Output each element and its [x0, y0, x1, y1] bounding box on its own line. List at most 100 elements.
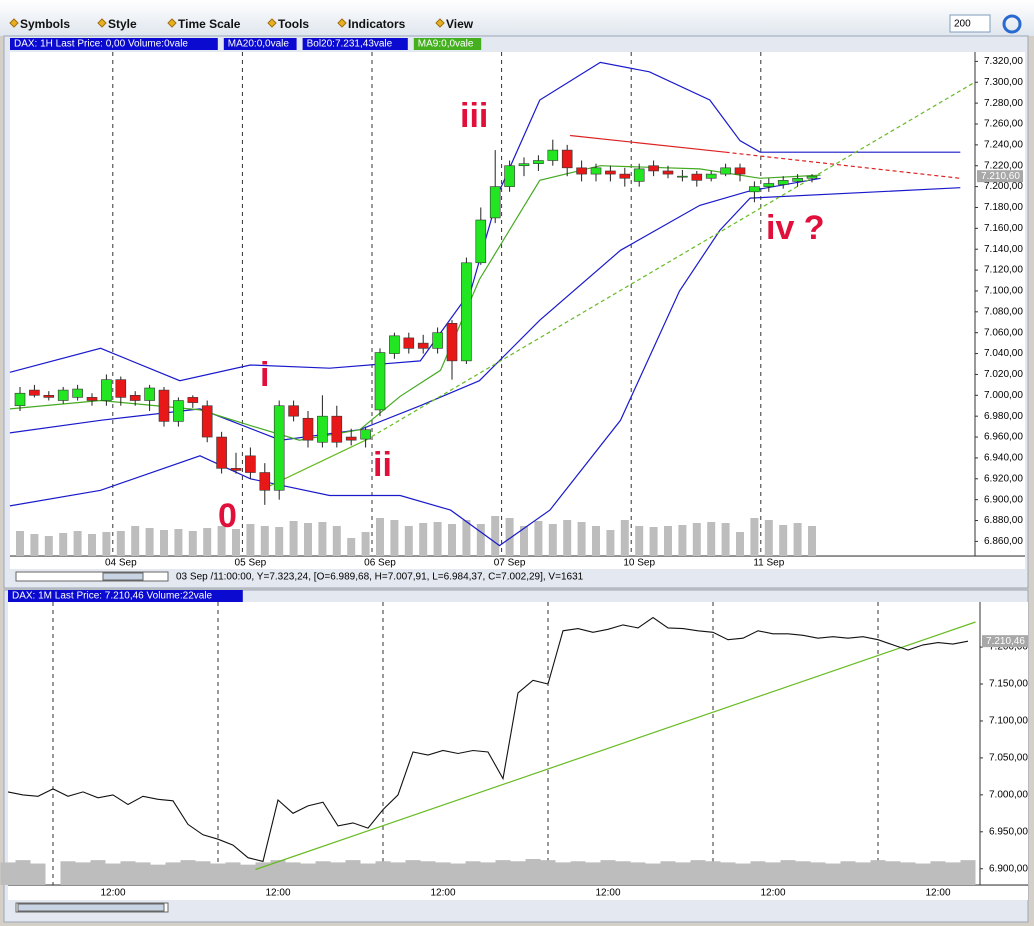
volume-bar — [810, 862, 826, 885]
volume-bar — [795, 861, 811, 885]
volume-bar — [289, 521, 298, 556]
x-tick-label: 10 Sep — [623, 558, 655, 569]
legend-box — [10, 38, 218, 50]
volume-bar — [105, 863, 121, 885]
y-tick-label: 6.920,00 — [984, 473, 1023, 484]
legend-text: Bol20:7.231,43vale — [307, 39, 393, 50]
y-tick-label: 6.860,00 — [984, 536, 1023, 547]
candle-body — [345, 436, 357, 441]
menu-icon — [97, 18, 107, 28]
menu-item[interactable]: Tools — [278, 17, 309, 31]
volume-bar — [690, 860, 706, 885]
menu-item[interactable]: Style — [108, 17, 137, 31]
overlay-line — [365, 81, 976, 441]
volume-bar — [390, 520, 399, 556]
volume-bar — [376, 518, 384, 556]
top-time-axis — [10, 557, 1025, 569]
candle-body — [360, 429, 371, 440]
refresh-button[interactable] — [1002, 14, 1022, 34]
volume-bar — [131, 526, 140, 556]
menu-item[interactable]: Indicators — [348, 17, 406, 31]
volume-bar — [116, 531, 125, 556]
volume-bar — [59, 533, 68, 556]
candle-body — [749, 186, 760, 193]
y-tick-label: 7.300,00 — [984, 77, 1023, 88]
volume-bar — [188, 531, 197, 556]
volume-bar — [548, 524, 557, 556]
volume-bar — [885, 861, 901, 885]
candle-body — [230, 468, 242, 471]
x-tick-label: 12:00 — [595, 888, 620, 899]
volume-bar — [620, 520, 629, 556]
volume-bar — [255, 862, 271, 885]
volume-bar — [433, 522, 442, 556]
volume-bar — [44, 536, 53, 556]
volume-bar — [135, 862, 151, 885]
volume-bar — [275, 527, 284, 556]
volume-bar — [120, 861, 136, 885]
candle-body — [518, 163, 530, 167]
volume-bar — [721, 523, 730, 556]
volume-bar — [664, 526, 672, 556]
candle-body — [331, 415, 343, 443]
volume-bar — [203, 528, 212, 556]
volume-bar — [217, 526, 226, 556]
menu-item[interactable]: View — [446, 17, 474, 31]
candle-body — [475, 219, 487, 264]
scroll-thumb[interactable] — [102, 572, 144, 581]
candle-body — [489, 186, 501, 219]
volume-bar — [240, 864, 256, 885]
y-tick-label: 7.100,00 — [989, 716, 1028, 727]
volume-bar — [448, 524, 456, 556]
candle-body — [57, 389, 69, 401]
x-tick-label: 12:00 — [925, 888, 950, 899]
y-tick-label: 7.240,00 — [984, 140, 1023, 151]
legend-box — [223, 38, 297, 50]
bottom-time-axis — [8, 886, 1028, 900]
scrollbar[interactable] — [15, 571, 169, 582]
menu-icon — [267, 18, 277, 28]
volume-bar — [462, 520, 471, 556]
volume-bar — [585, 862, 601, 885]
candle-body — [72, 388, 83, 398]
menu-item[interactable]: Time Scale — [178, 17, 241, 31]
candle-body — [806, 175, 818, 179]
volume-bar — [390, 862, 406, 885]
volume-bar — [145, 528, 154, 556]
menu-item[interactable]: Symbols — [20, 17, 70, 31]
volume-bar — [915, 863, 931, 885]
overlay-line — [725, 151, 961, 179]
volume-bar — [360, 863, 376, 885]
volume-bar — [520, 526, 528, 556]
scroll-thumb[interactable] — [17, 903, 165, 912]
volume-bar — [315, 861, 331, 885]
candle-body — [533, 160, 544, 164]
y-tick-label: 7.020,00 — [984, 369, 1023, 380]
candle-body — [691, 173, 703, 181]
volume-bar — [195, 861, 211, 885]
candle-body — [259, 472, 271, 491]
candle-body — [633, 168, 645, 182]
legend-text: DAX: 1M Last Price: 7.210,46 Volume:22va… — [12, 591, 213, 602]
volume-bar — [705, 861, 721, 885]
volume-bar — [840, 861, 856, 885]
volume-bar — [88, 534, 96, 556]
volume-bar — [606, 530, 615, 556]
x-tick-label: 12:00 — [265, 888, 290, 899]
candle-body — [432, 332, 443, 349]
candle-body — [187, 397, 199, 403]
x-tick-label: 07 Sep — [494, 558, 526, 569]
bars-input[interactable] — [949, 14, 991, 33]
candle-body — [662, 170, 674, 175]
top-plot — [10, 52, 975, 556]
volume-bar — [420, 861, 436, 885]
volume-bar — [450, 863, 466, 885]
bars-input-value[interactable]: 200 — [954, 19, 971, 30]
volume-bar — [160, 530, 168, 556]
volume-bar — [707, 522, 716, 556]
y-tick-label: 6.880,00 — [984, 515, 1023, 526]
candle-body — [144, 387, 155, 401]
bottom-plot — [8, 602, 980, 885]
y-tick-label: 6.980,00 — [984, 411, 1023, 422]
